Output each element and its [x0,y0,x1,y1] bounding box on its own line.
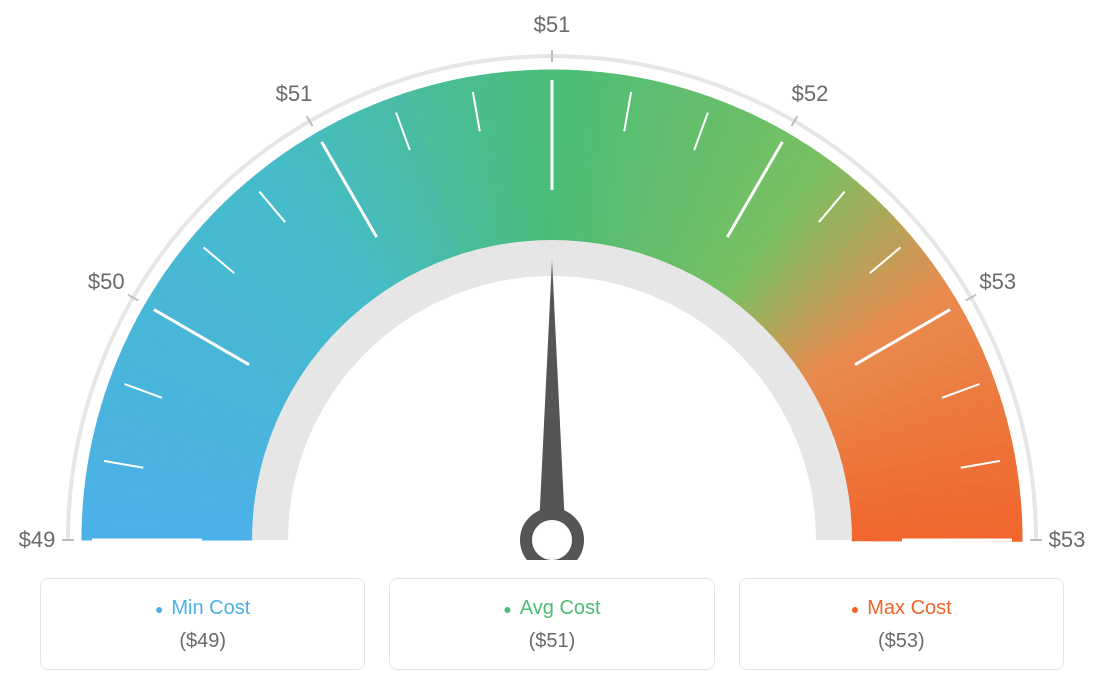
gauge-tick-label: $53 [979,269,1016,295]
gauge-tick-label: $53 [1049,527,1086,553]
legend-row: Min Cost ($49) Avg Cost ($51) Max Cost (… [40,578,1064,670]
legend-value-avg: ($51) [400,630,703,653]
cost-gauge-widget: $49 $50 $51 $51 $52 $53 $53 Min Cost ($49) Avg… [0,0,1104,690]
legend-card-avg: Avg Cost ($51) [389,578,714,670]
gauge-tick-label: $51 [534,12,571,38]
legend-card-min: Min Cost ($49) [40,578,365,670]
legend-title-avg: Avg Cost [400,597,703,620]
legend-value-min: ($49) [51,630,354,653]
gauge-chart: $49 $50 $51 $51 $52 $53 $53 [0,0,1104,560]
gauge-tick-label: $51 [276,81,313,107]
legend-card-max: Max Cost ($53) [739,578,1064,670]
legend-title-max: Max Cost [750,597,1053,620]
gauge-tick-label: $49 [19,527,56,553]
gauge-svg [0,0,1104,560]
legend-value-max: ($53) [750,630,1053,653]
legend-title-min: Min Cost [51,597,354,620]
gauge-tick-label: $52 [792,81,829,107]
gauge-tick-label: $50 [88,269,125,295]
